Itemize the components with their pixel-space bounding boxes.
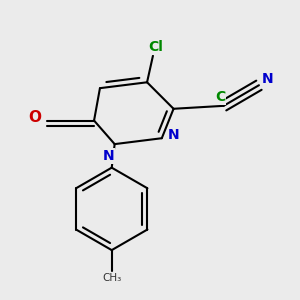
Text: CH₃: CH₃ xyxy=(102,273,121,283)
Text: N: N xyxy=(262,72,274,86)
Text: O: O xyxy=(29,110,42,125)
Text: N: N xyxy=(168,128,179,142)
Text: C: C xyxy=(215,90,226,104)
Text: Cl: Cl xyxy=(148,40,163,54)
Text: N: N xyxy=(103,149,115,163)
